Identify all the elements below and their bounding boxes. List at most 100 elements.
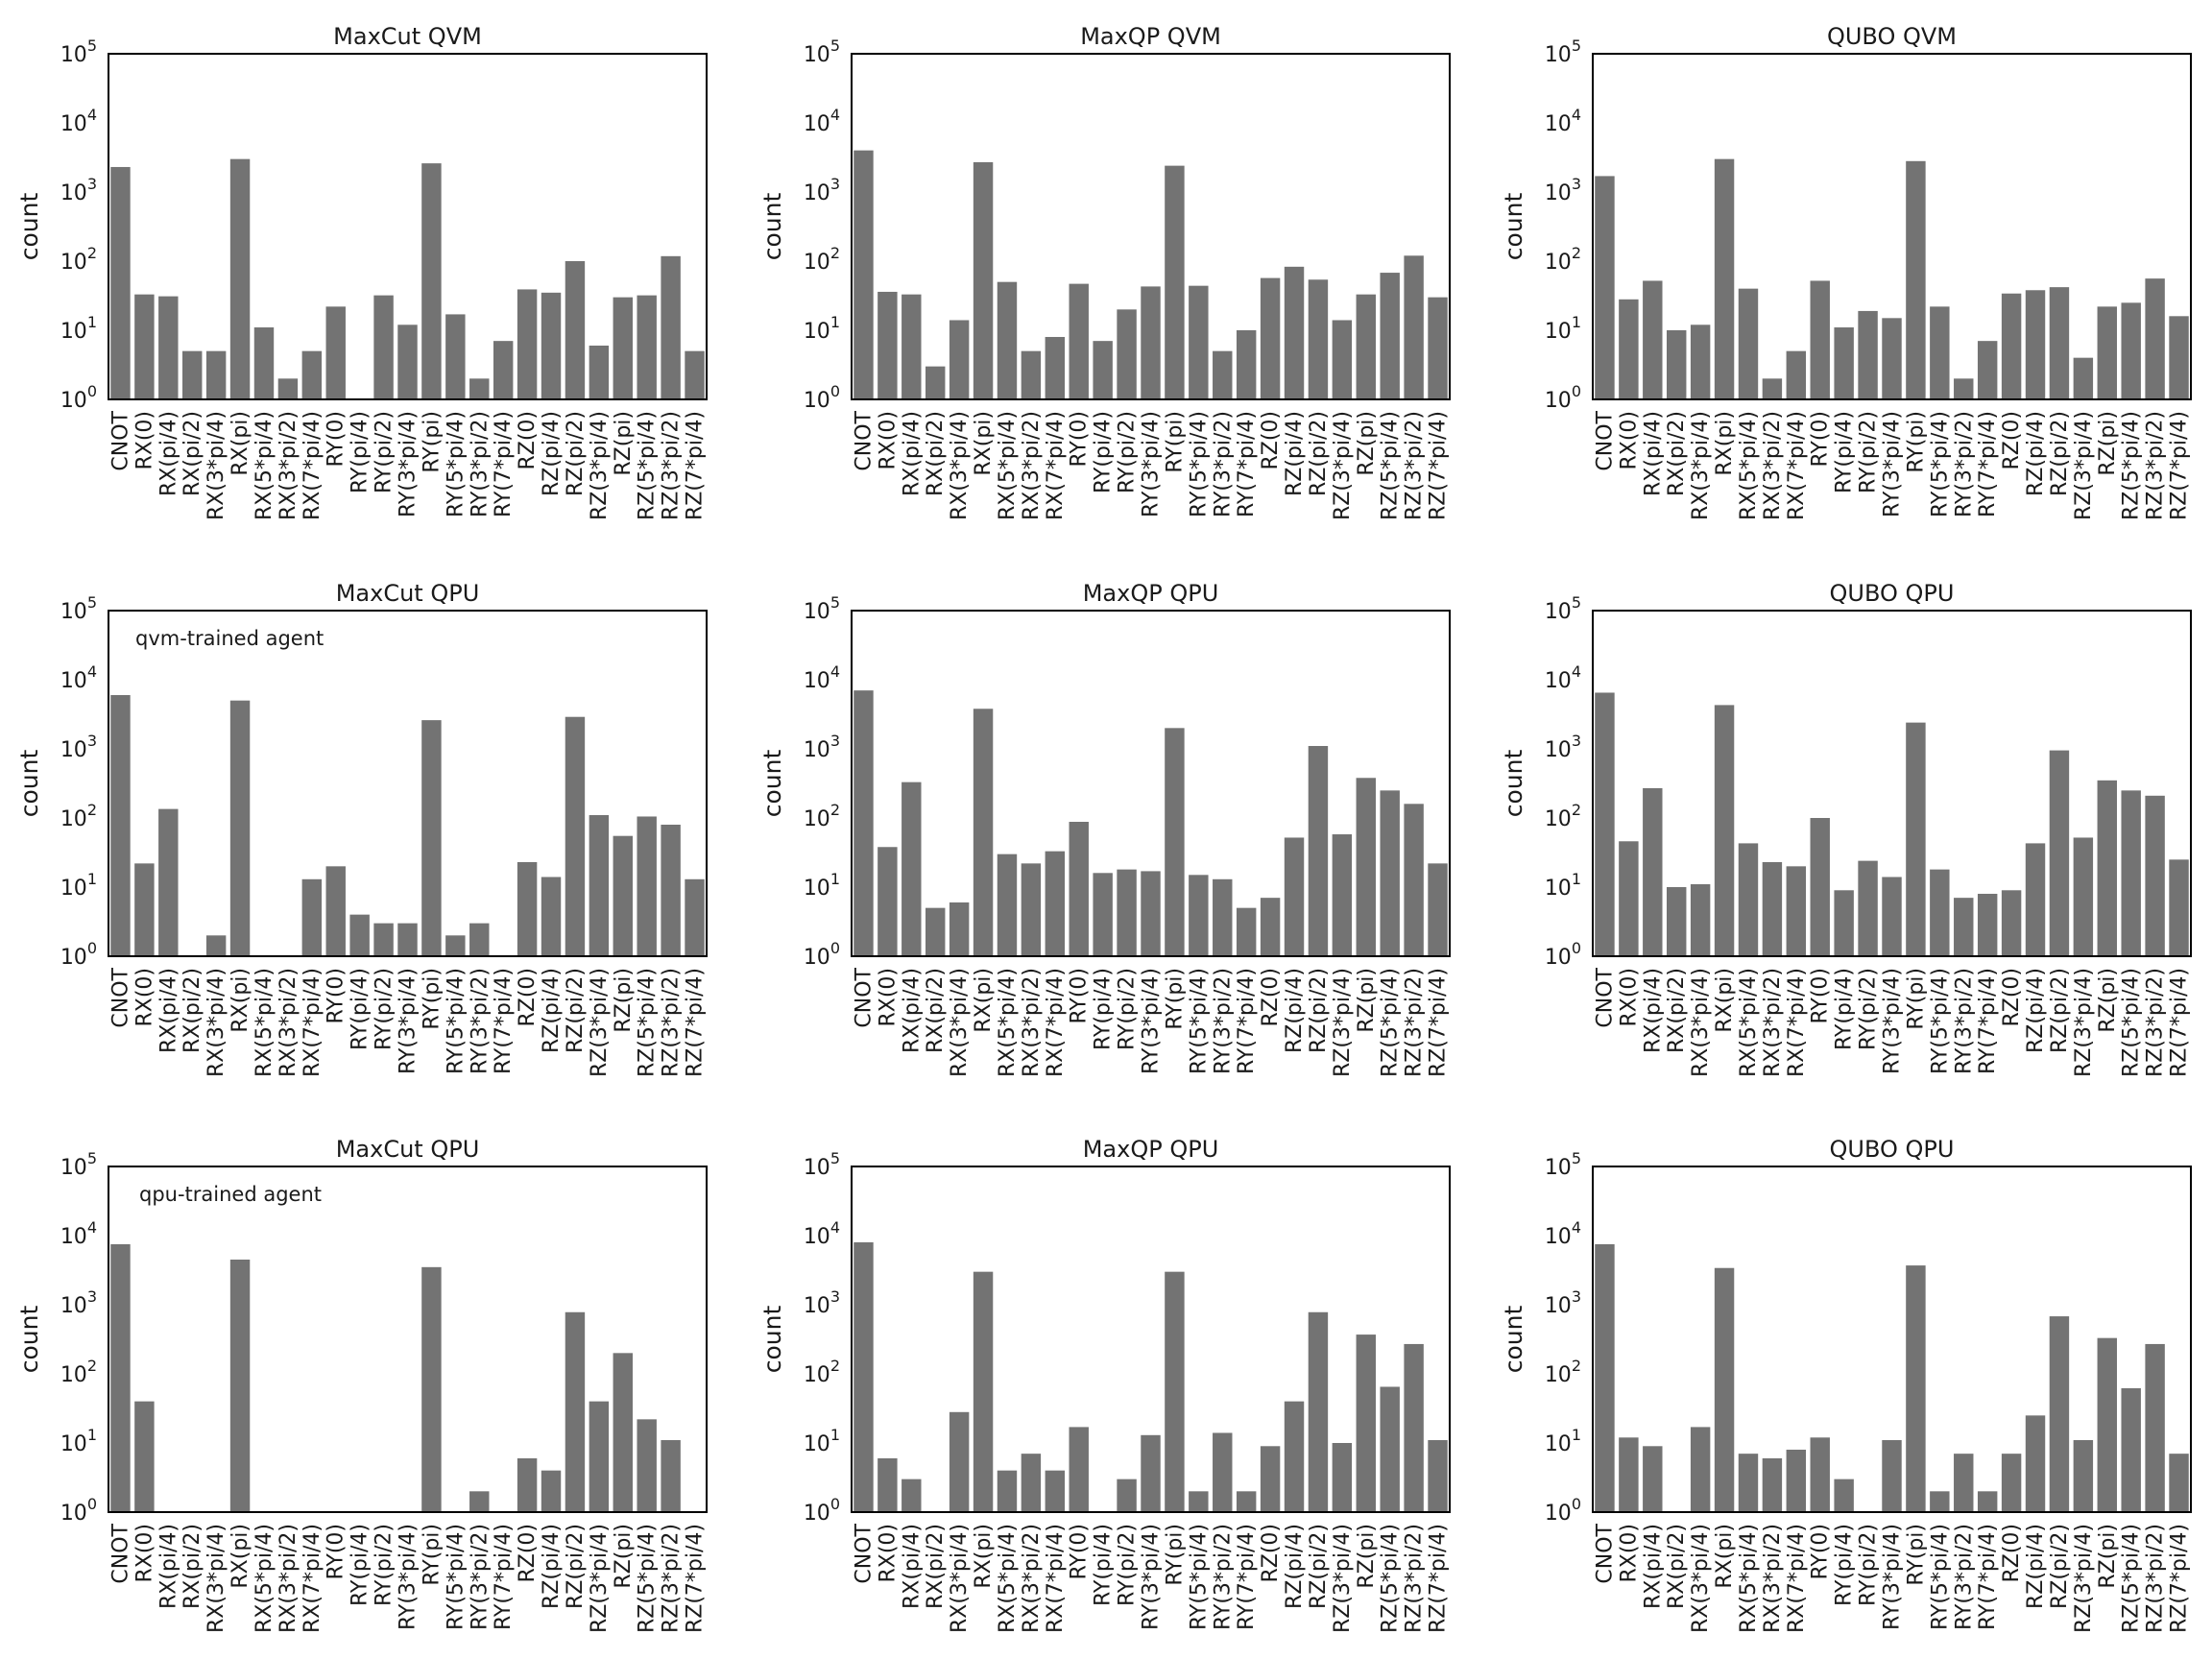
x-tick-label: RY(7*pi/4) [1235, 968, 1259, 1074]
chart-title: QUBO QVM [1827, 23, 1957, 50]
bar-RY(3*pi/4) [1141, 1434, 1161, 1512]
y-tick-label: 103 [804, 732, 840, 762]
bar-RY(pi/2) [373, 295, 394, 399]
x-tick-label: RZ(0) [2000, 411, 2024, 470]
y-tick-label: 103 [1545, 732, 1581, 762]
y-tick-label: 103 [60, 1287, 97, 1318]
bar-RY(7*pi/4) [1977, 341, 1998, 399]
x-tick-label: RX(3*pi/2) [1020, 968, 1044, 1077]
bar-RX(pi) [1714, 1267, 1735, 1512]
x-tick-label: RZ(pi) [2096, 411, 2120, 476]
bar-RY(pi/2) [1117, 309, 1137, 399]
x-tick-label: RY(0) [1809, 968, 1833, 1023]
y-tick-label: 102 [1545, 244, 1581, 275]
x-tick-label: RX(pi/2) [1665, 968, 1689, 1053]
x-tick-label: RZ(5*pi/4) [2120, 968, 2144, 1077]
x-tick-label: RZ(3*pi/2) [2144, 1524, 2168, 1633]
x-tick-label: RX(5*pi/4) [252, 1524, 276, 1633]
x-tick-label: RX(5*pi/4) [996, 968, 1020, 1077]
x-tick-label: RX(pi) [228, 1524, 252, 1589]
x-tick-label: RZ(3*pi/2) [660, 968, 684, 1077]
x-tick-label: RX(pi/4) [1641, 1524, 1665, 1609]
bar-RY(7*pi/4) [1977, 893, 1998, 956]
bar-RY(3*pi/2) [469, 923, 490, 956]
bar-RY(0) [1810, 1437, 1830, 1512]
x-tick-label: RX(pi/4) [156, 1524, 180, 1609]
bar-RZ(pi) [613, 1353, 633, 1512]
bar-RY(5*pi/4) [1189, 285, 1209, 399]
bar-CNOT [854, 150, 874, 399]
bar-RZ(pi/4) [1284, 266, 1305, 399]
bar-RY(pi/2) [1117, 869, 1137, 956]
bar-RZ(3*pi/2) [2145, 278, 2165, 399]
x-tick-label: RX(7*pi/4) [301, 411, 325, 520]
bar-RX(5*pi/4) [1738, 843, 1759, 956]
x-tick-label: RZ(pi/4) [2024, 968, 2048, 1053]
bar-RX(0) [134, 294, 155, 399]
bar-RX(pi/4) [902, 294, 922, 399]
y-axis-label: count [758, 1306, 786, 1374]
x-tick-label: RY(3*pi/4) [397, 1524, 421, 1630]
x-tick-label: RZ(0) [516, 968, 540, 1027]
bar-RX(0) [878, 1457, 898, 1512]
y-tick-label: 100 [60, 1495, 97, 1526]
bar-RY(pi) [421, 720, 442, 956]
x-tick-label: RZ(5*pi/4) [2120, 411, 2144, 520]
x-tick-label: RZ(pi/2) [2048, 968, 2072, 1053]
x-tick-label: RY(0) [1809, 411, 1833, 467]
bar-RX(pi/4) [158, 808, 179, 956]
bar-RZ(0) [2001, 890, 2022, 956]
plot-frame [851, 1166, 1451, 1513]
bar-RY(7*pi/4) [1236, 330, 1257, 399]
y-tick-label: 101 [804, 1426, 840, 1456]
x-tick-label: RY(7*pi/4) [1235, 411, 1259, 517]
x-tick-label: RX(3*pi/2) [276, 411, 301, 520]
bar-RX(5*pi/4) [1738, 1454, 1759, 1512]
bar-RY(3*pi/4) [397, 325, 418, 399]
x-tick-label: RX(pi/2) [180, 968, 204, 1053]
x-tick-label: RZ(pi/4) [540, 968, 564, 1053]
bar-RZ(5*pi/4) [1380, 790, 1400, 956]
bar-RY(3*pi/4) [1882, 1440, 1902, 1512]
x-tick-label: RX(3*pi/2) [276, 968, 301, 1077]
bar-RZ(3*pi/4) [2073, 1440, 2094, 1512]
x-tick-label: RY(pi) [420, 968, 444, 1030]
bar-RX(7*pi/4) [1045, 851, 1066, 956]
x-tick-label: RY(pi) [1904, 1524, 1928, 1586]
x-tick-label: RZ(0) [1259, 1524, 1283, 1583]
bar-RZ(0) [517, 1457, 538, 1512]
bar-RZ(pi/2) [2049, 750, 2070, 956]
bar-RZ(pi) [613, 835, 633, 956]
bar-CNOT [854, 1241, 874, 1512]
x-tick-label: RZ(pi) [2096, 1524, 2120, 1589]
bar-RX(3*pi/4) [205, 935, 227, 956]
bar-RY(3*pi/2) [469, 1491, 490, 1512]
x-tick-label: RZ(pi/4) [2024, 1524, 2048, 1609]
bar-RX(0) [1619, 299, 1639, 399]
bar-RX(5*pi/4) [253, 327, 275, 399]
y-tick-label: 104 [60, 106, 97, 136]
x-tick-label: RX(0) [132, 1524, 156, 1583]
bar-RY(3*pi/4) [1882, 877, 1902, 956]
x-tick-label: RZ(pi) [612, 968, 636, 1033]
bar-RY(pi) [1906, 1265, 1926, 1512]
bar-RY(3*pi/4) [397, 923, 418, 956]
x-tick-label: RX(pi/2) [924, 968, 948, 1053]
x-tick-label: RZ(0) [2000, 968, 2024, 1027]
bar-RX(0) [878, 847, 898, 956]
bar-RZ(3*pi/2) [661, 255, 681, 399]
bar-RZ(3*pi/4) [1332, 1443, 1353, 1512]
x-tick-label: RY(3*pi/2) [1211, 411, 1235, 517]
x-tick-label: RX(pi/4) [900, 1524, 924, 1609]
bar-CNOT [110, 694, 131, 956]
bar-RY(3*pi/4) [1882, 318, 1902, 399]
x-tick-label: RZ(3*pi/4) [2072, 411, 2096, 520]
x-tick-label: RZ(pi/2) [564, 1524, 588, 1609]
bar-RX(pi/2) [926, 907, 946, 956]
x-tick-label: RZ(3*pi/2) [1403, 1524, 1427, 1633]
bar-RX(0) [1619, 1437, 1639, 1512]
bar-RX(3*pi/4) [1690, 1427, 1711, 1512]
x-tick-label: RY(7*pi/4) [1235, 1524, 1259, 1630]
bar-RX(3*pi/4) [949, 1411, 970, 1512]
x-tick-label: RX(pi) [1713, 411, 1737, 476]
